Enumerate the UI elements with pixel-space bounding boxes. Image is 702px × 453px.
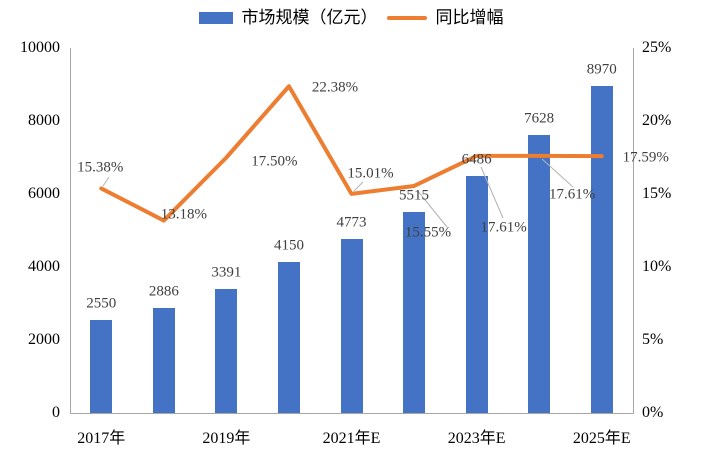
- right-axis-tick-label: 15%: [642, 185, 672, 202]
- bar-value-label: 3391: [211, 264, 242, 281]
- right-axis-tick-label: 0%: [642, 404, 664, 421]
- x-axis-tick-label: 2025年E: [572, 430, 631, 447]
- left-axis-tick-label: 0: [52, 404, 60, 421]
- bar-4773: [340, 238, 363, 413]
- right-axis-tick-label: 25%: [642, 39, 672, 56]
- line-value-label: 17.61%: [480, 219, 527, 236]
- line-value-label: 15.01%: [347, 165, 394, 182]
- bar-2886: [152, 307, 175, 413]
- bar-value-label: 2550: [86, 295, 117, 312]
- line-value-label: 15.55%: [404, 224, 452, 241]
- right-axis-line: [633, 48, 634, 413]
- line-value-label: 22.38%: [311, 79, 359, 96]
- left-axis-tick-label: 4000: [28, 258, 60, 275]
- legend-line-swatch-icon: [386, 16, 427, 20]
- left-axis-tick-label: 10000: [20, 39, 60, 56]
- bar-value-label: 4773: [336, 214, 367, 231]
- line-value-label: 15.38%: [77, 159, 124, 176]
- legend-bar-label: 市场规模（亿元）: [241, 8, 378, 27]
- legend-bar-swatch-icon: [198, 12, 233, 24]
- bottom-axis-line: [70, 413, 634, 414]
- line-value-label: 17.59%: [622, 149, 669, 166]
- label-leader-line: [353, 181, 364, 192]
- legend-line-label: 同比增幅: [435, 8, 504, 27]
- line-value-label: 17.61%: [549, 186, 596, 203]
- bar-value-label: 8970: [586, 61, 617, 78]
- bar-value-label: 5515: [399, 187, 430, 204]
- line-value-label: 17.50%: [251, 153, 298, 169]
- x-axis-tick-label: 2017年: [77, 430, 126, 447]
- right-axis-tick-label: 5%: [642, 331, 664, 348]
- bar-8970: [590, 85, 613, 413]
- bar-value-label: 4150: [273, 237, 304, 254]
- bar-3391: [215, 289, 238, 413]
- left-axis-tick-label: 8000: [28, 112, 60, 129]
- legend: 市场规模（亿元） 同比增幅: [0, 6, 702, 30]
- x-axis-tick-label: 2023年E: [447, 430, 506, 447]
- left-axis-tick-label: 2000: [28, 331, 60, 348]
- bar-value-label: 6486: [461, 151, 492, 168]
- bar-4150: [277, 261, 300, 413]
- bar-7628: [528, 134, 551, 413]
- bar-5515: [403, 211, 426, 413]
- line-value-label: 13.18%: [160, 206, 207, 223]
- left-axis-line: [70, 48, 71, 413]
- bar-2550: [90, 319, 113, 413]
- growth-line: [99, 84, 604, 223]
- left-axis-tick-label: 6000: [28, 185, 60, 202]
- bar-value-label: 2886: [148, 283, 179, 300]
- label-leader-line: [102, 176, 110, 187]
- right-axis-tick-label: 20%: [642, 112, 672, 129]
- x-axis-tick-label: 2021年E: [322, 430, 381, 447]
- x-axis-tick-label: 2019年: [202, 430, 251, 447]
- bar-6486: [465, 176, 488, 413]
- bar-value-label: 7628: [524, 110, 555, 127]
- right-axis-tick-label: 10%: [642, 258, 672, 275]
